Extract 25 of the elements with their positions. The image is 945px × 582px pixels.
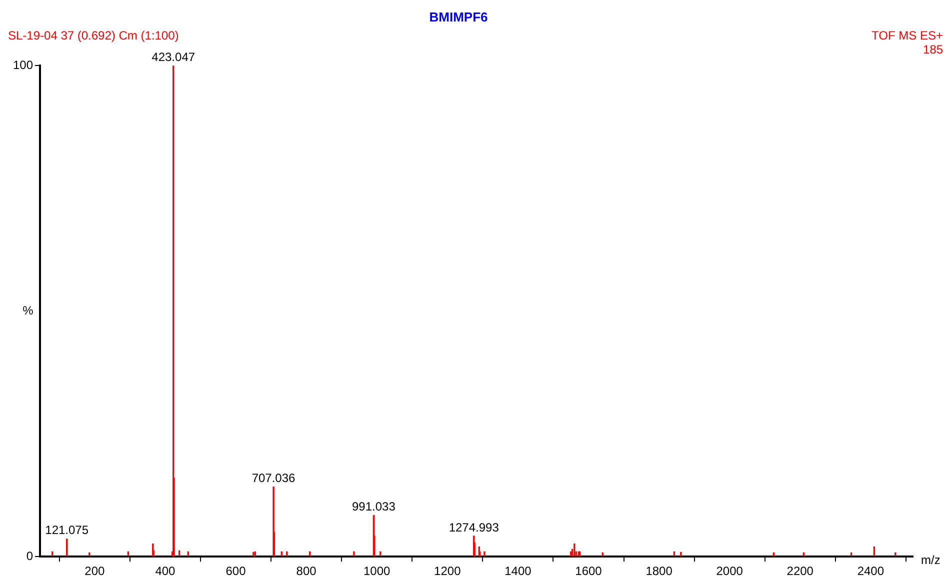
x-tick-label: 1800	[646, 564, 673, 578]
x-tick-label: 2400	[857, 564, 884, 578]
annotation: 991.033	[352, 500, 396, 514]
text: TOF MS ES+	[872, 28, 943, 42]
x-tick-label: 400	[155, 564, 176, 578]
x-tick-label: 1400	[504, 564, 532, 578]
x-tick-label: 1600	[575, 564, 602, 578]
x-axis-title: m/z	[921, 552, 940, 567]
x-tick-label: 200	[84, 564, 106, 578]
text: SL-19-04 37 (0.692) Cm (1:100)	[8, 28, 179, 42]
x-tick-label: 2000	[716, 564, 744, 578]
text: 185	[922, 42, 944, 56]
x-tick-label: 2200	[786, 564, 814, 578]
y-tick-label: 0	[26, 548, 34, 563]
annotation: 1274.993	[448, 520, 500, 534]
x-tick-label: 800	[296, 564, 317, 578]
y-axis-title: %	[22, 303, 34, 318]
y-tick-label: 100	[12, 58, 34, 72]
annotation: 707.036	[252, 471, 296, 486]
chart-title: BMIMPF6	[429, 9, 488, 24]
x-tick-label: 600	[226, 564, 246, 578]
x-tick-label: 1000	[364, 564, 391, 578]
x-tick-label: 1200	[434, 564, 462, 578]
annotation: 121.075	[45, 523, 89, 538]
annotation: 423.047	[152, 50, 196, 64]
